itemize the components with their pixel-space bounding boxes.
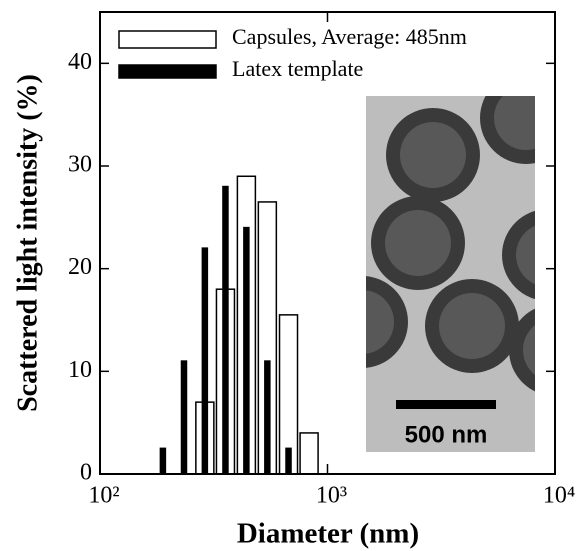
bar: [202, 248, 207, 474]
x-tick-label: 10²: [88, 483, 119, 509]
y-axis-title: Scattered light intensity (%): [12, 74, 43, 412]
scale-label: 500 nm: [405, 421, 488, 448]
legend-swatch: [119, 31, 216, 48]
chart: 500 nm Diameter (nm) Scattered light int…: [0, 0, 581, 551]
y-tick-label: 30: [68, 152, 92, 178]
tem-inset: 500 nm: [316, 72, 581, 452]
bar: [286, 448, 291, 474]
x-tick-label: 10⁴: [543, 483, 575, 509]
bar: [265, 361, 270, 474]
x-axis-title: Diameter (nm): [237, 518, 419, 550]
legend-label: Latex template: [232, 56, 363, 81]
bar: [181, 361, 186, 474]
legend-label: Capsules, Average: 485nm: [232, 24, 467, 49]
bar: [300, 433, 318, 474]
bar: [160, 448, 165, 474]
bar: [244, 228, 249, 474]
capsule-images: [316, 72, 581, 396]
legend-swatch: [119, 65, 216, 78]
y-tick-label: 10: [68, 357, 92, 383]
y-tick-label: 40: [68, 49, 92, 75]
bar: [223, 187, 228, 474]
y-tick-label: 20: [68, 254, 92, 280]
x-tick-label: 10³: [316, 483, 347, 509]
scale-bar: [396, 400, 496, 409]
